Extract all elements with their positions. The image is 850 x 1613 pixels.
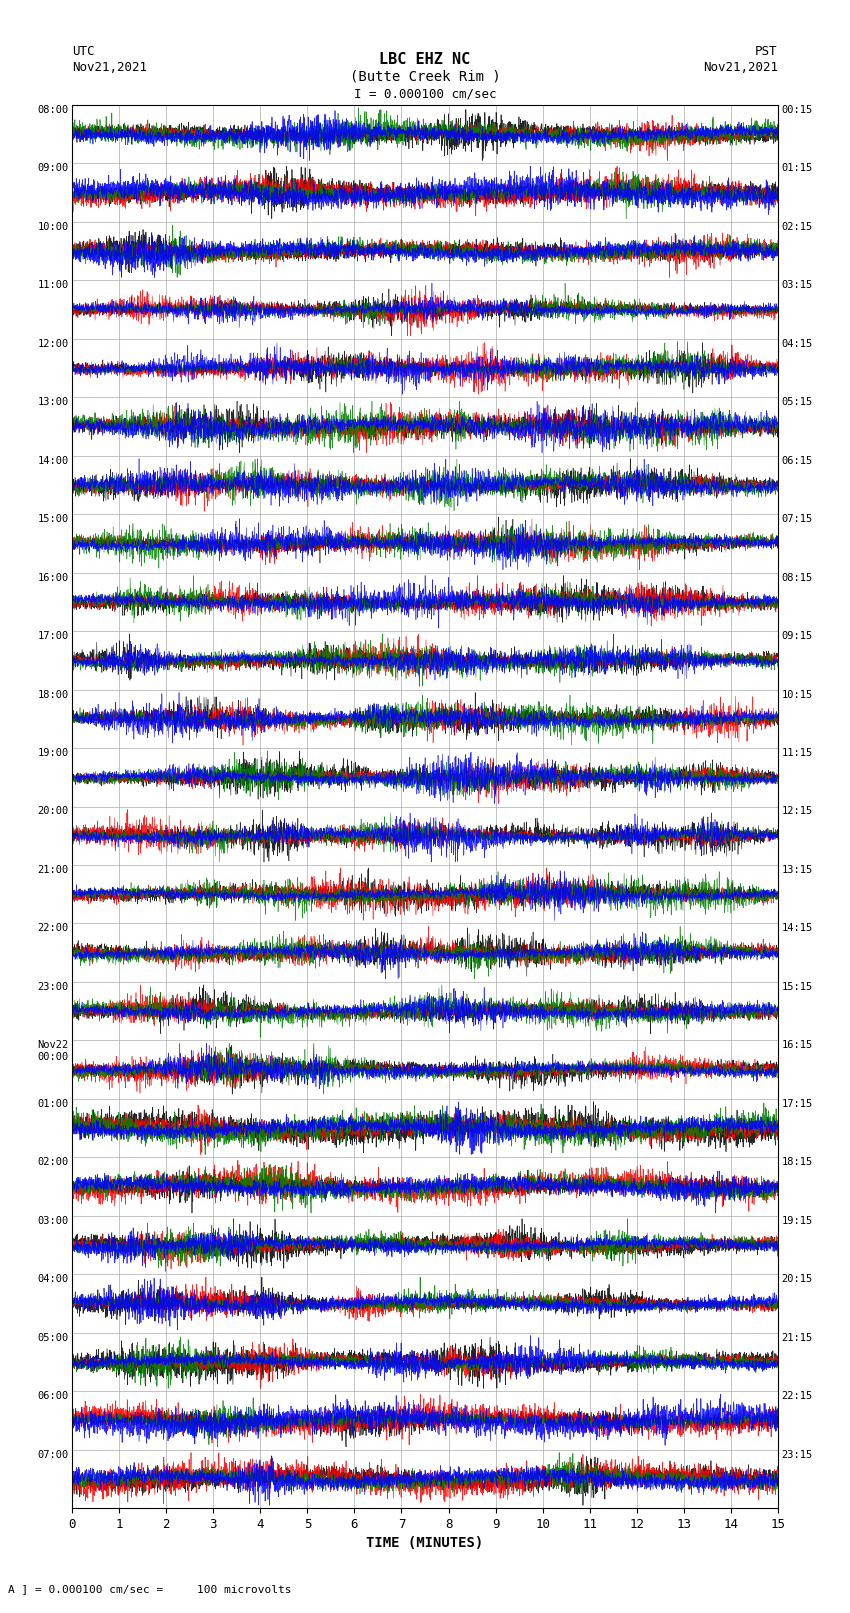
Text: 20:15: 20:15 [781,1274,813,1284]
Text: Nov22
00:00: Nov22 00:00 [37,1040,69,1061]
Text: 22:15: 22:15 [781,1390,813,1402]
Text: 12:00: 12:00 [37,339,69,348]
Text: 07:15: 07:15 [781,515,813,524]
Text: 19:00: 19:00 [37,748,69,758]
Text: 21:00: 21:00 [37,865,69,874]
Text: 11:15: 11:15 [781,748,813,758]
Text: 01:15: 01:15 [781,163,813,173]
Text: 00:15: 00:15 [781,105,813,115]
Text: 23:00: 23:00 [37,982,69,992]
Text: 06:15: 06:15 [781,455,813,466]
Text: 14:15: 14:15 [781,923,813,934]
Text: Nov21,2021: Nov21,2021 [72,61,147,74]
Text: 12:15: 12:15 [781,806,813,816]
Text: 03:15: 03:15 [781,281,813,290]
Text: 03:00: 03:00 [37,1216,69,1226]
Text: 09:00: 09:00 [37,163,69,173]
Text: 23:15: 23:15 [781,1450,813,1460]
Text: 16:15: 16:15 [781,1040,813,1050]
Text: 15:15: 15:15 [781,982,813,992]
Text: Nov21,2021: Nov21,2021 [703,61,778,74]
X-axis label: TIME (MINUTES): TIME (MINUTES) [366,1537,484,1550]
Text: LBC EHZ NC: LBC EHZ NC [379,52,471,66]
Text: I = 0.000100 cm/sec: I = 0.000100 cm/sec [354,87,496,100]
Text: 18:00: 18:00 [37,690,69,700]
Text: 01:00: 01:00 [37,1098,69,1108]
Text: 13:00: 13:00 [37,397,69,406]
Text: 22:00: 22:00 [37,923,69,934]
Text: 18:15: 18:15 [781,1158,813,1168]
Text: 21:15: 21:15 [781,1332,813,1342]
Text: 11:00: 11:00 [37,281,69,290]
Text: 10:00: 10:00 [37,223,69,232]
Text: 05:15: 05:15 [781,397,813,406]
Text: A ] = 0.000100 cm/sec =     100 microvolts: A ] = 0.000100 cm/sec = 100 microvolts [8,1584,292,1594]
Text: 04:15: 04:15 [781,339,813,348]
Text: 10:15: 10:15 [781,690,813,700]
Text: (Butte Creek Rim ): (Butte Creek Rim ) [349,69,501,84]
Text: 05:00: 05:00 [37,1332,69,1342]
Text: PST: PST [756,45,778,58]
Text: 04:00: 04:00 [37,1274,69,1284]
Text: 07:00: 07:00 [37,1450,69,1460]
Text: 17:00: 17:00 [37,631,69,640]
Text: 06:00: 06:00 [37,1390,69,1402]
Text: UTC: UTC [72,45,94,58]
Text: 02:00: 02:00 [37,1158,69,1168]
Text: 02:15: 02:15 [781,223,813,232]
Text: 15:00: 15:00 [37,515,69,524]
Text: 09:15: 09:15 [781,631,813,640]
Text: 17:15: 17:15 [781,1098,813,1108]
Text: 20:00: 20:00 [37,806,69,816]
Text: 16:00: 16:00 [37,573,69,582]
Text: 14:00: 14:00 [37,455,69,466]
Text: 08:15: 08:15 [781,573,813,582]
Text: 08:00: 08:00 [37,105,69,115]
Text: 19:15: 19:15 [781,1216,813,1226]
Text: 13:15: 13:15 [781,865,813,874]
